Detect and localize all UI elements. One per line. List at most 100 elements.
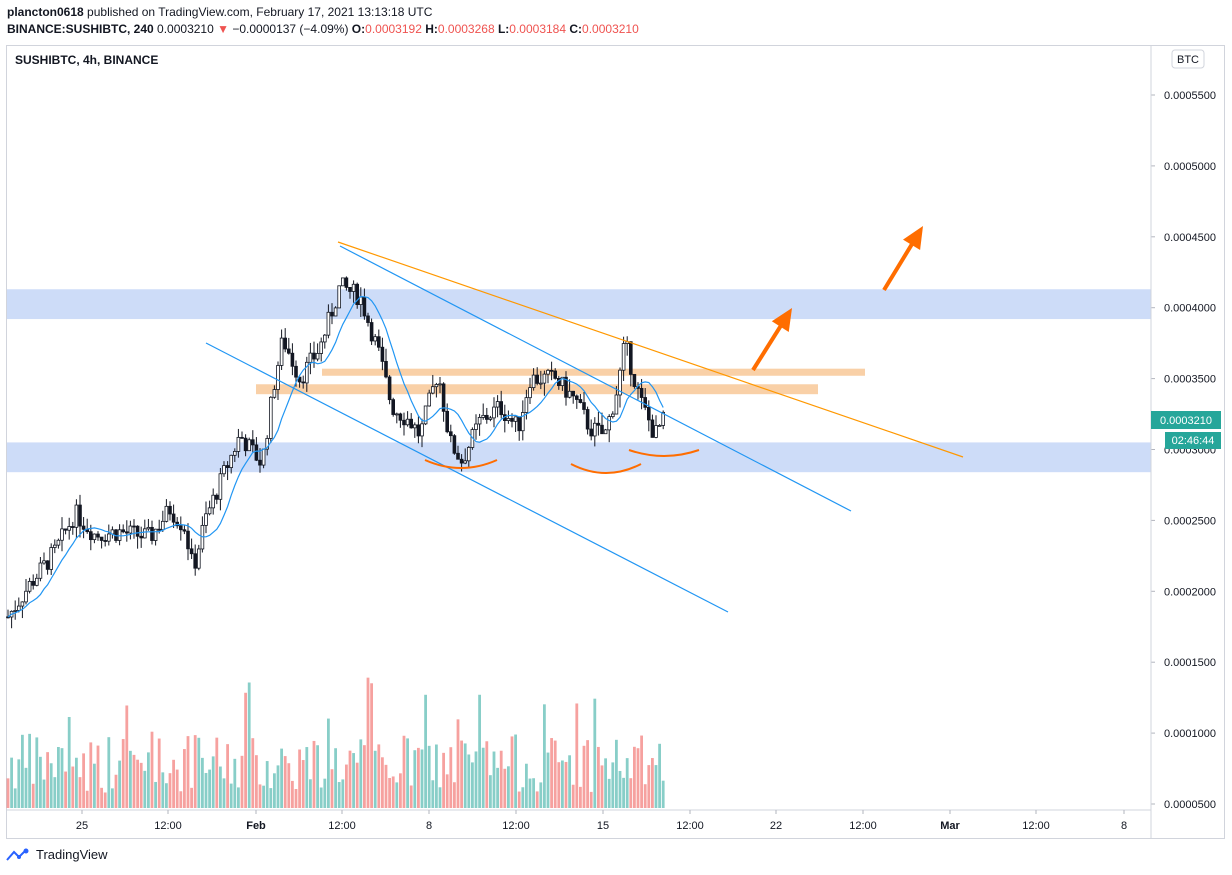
volume-bar <box>424 694 427 808</box>
volume-bar <box>489 775 492 808</box>
volume-bar <box>406 738 409 808</box>
volume-bar <box>553 740 557 808</box>
volume-bar <box>615 739 618 808</box>
candle-body <box>236 436 241 452</box>
price-tick-label: 0.0002000 <box>1164 586 1216 598</box>
volume-bar <box>35 737 39 808</box>
candle-body <box>49 547 53 570</box>
candle-body <box>647 406 651 421</box>
volume-bar <box>204 772 208 808</box>
volume-bar <box>597 746 600 808</box>
volume-bar <box>492 751 496 808</box>
candle-body <box>304 361 309 384</box>
candle-body <box>477 417 482 425</box>
volume-bar <box>431 780 435 808</box>
volume-bar <box>93 763 96 808</box>
time-tick-label: 12:00 <box>849 820 877 832</box>
volume-bar <box>143 770 147 808</box>
candle-body <box>71 526 75 528</box>
volume-bar <box>175 769 179 808</box>
volume-bar <box>604 758 607 808</box>
candle-body <box>585 409 590 430</box>
candle-body <box>549 369 554 372</box>
volume-bar <box>568 755 571 808</box>
volume-bar <box>240 755 244 808</box>
candle-body <box>218 473 223 500</box>
volume-bar <box>258 784 262 808</box>
volume-bar <box>201 757 204 808</box>
volume-bar <box>593 698 597 808</box>
volume-bar <box>373 750 377 808</box>
candle-body <box>384 361 388 378</box>
publish-line: plancton0618 published on TradingView.co… <box>7 5 432 19</box>
volume-bar <box>233 758 237 808</box>
volume-bar <box>46 752 49 808</box>
volume-bar <box>31 783 35 808</box>
open-value: 0.0003192 <box>365 22 422 36</box>
candle-body <box>412 424 417 429</box>
volume-bar <box>471 762 474 808</box>
volume-bar <box>611 762 615 808</box>
currency-badge[interactable] <box>1171 49 1205 69</box>
candle-body <box>31 580 35 586</box>
candle-body <box>366 315 370 323</box>
time-axis[interactable]: 25 12:00 Feb 12:00 8 12:00 15 12:00 22 12:00 Mar 12… <box>7 809 1151 832</box>
candle-body <box>283 337 287 350</box>
publish-info: published on TradingView.com, February 1… <box>87 5 433 19</box>
volume-bar <box>633 746 636 808</box>
candle-body <box>621 343 626 371</box>
candle-body <box>351 283 356 292</box>
rounded-bottom-arc-3 <box>628 449 700 457</box>
candle-body <box>294 365 298 378</box>
candle-body <box>258 459 262 466</box>
volume-bar <box>561 760 564 808</box>
candle-body <box>661 411 665 426</box>
volume-bar <box>528 778 532 808</box>
volume-bar <box>456 719 460 808</box>
candle-body <box>340 277 345 287</box>
volume-bar <box>283 756 287 808</box>
price-tag-label: 0.0003210 <box>1160 415 1212 427</box>
candle-body <box>207 507 212 515</box>
price-tick-label: 0.0001000 <box>1164 728 1216 740</box>
candle-body <box>333 307 338 317</box>
volume-bar <box>114 774 118 808</box>
candle-body <box>232 451 237 456</box>
candle-body <box>575 395 579 400</box>
candle-body <box>459 458 464 464</box>
volume-bar <box>535 791 539 808</box>
candle-body <box>330 311 334 317</box>
chart-frame <box>6 45 1225 839</box>
price-axis[interactable]: 0.0005500 0.0005000 0.0004500 0.0004000 0.00… <box>1150 46 1216 839</box>
candle-body <box>254 444 259 461</box>
candle-body <box>16 605 21 611</box>
candle-body <box>535 374 539 384</box>
candle-body <box>322 334 327 343</box>
volume-bar <box>334 748 337 808</box>
candle-body <box>276 365 280 390</box>
author-name[interactable]: plancton0618 <box>7 5 84 19</box>
price-tag <box>1151 411 1221 429</box>
candle-body <box>506 418 511 421</box>
footer-brand[interactable]: TradingView <box>6 847 108 862</box>
candle-body <box>355 283 359 306</box>
low-label: L: <box>497 22 510 36</box>
price-tick-label: 0.0004000 <box>1164 303 1216 315</box>
volume-bar <box>571 784 575 808</box>
volume-bar <box>643 784 647 808</box>
candle-body <box>578 399 583 403</box>
volume-bar <box>197 737 201 808</box>
candle-body <box>618 369 622 396</box>
candle-body <box>430 386 435 394</box>
volume-bar <box>179 791 183 808</box>
candle-body <box>186 530 190 550</box>
candle-body <box>160 520 165 531</box>
candle-body <box>387 376 392 401</box>
candle-body <box>225 465 230 468</box>
volume-bar <box>53 777 57 808</box>
candle-body <box>603 429 608 435</box>
volume-bar <box>39 756 42 808</box>
candle-body <box>528 387 532 399</box>
volume-bar <box>575 703 579 808</box>
